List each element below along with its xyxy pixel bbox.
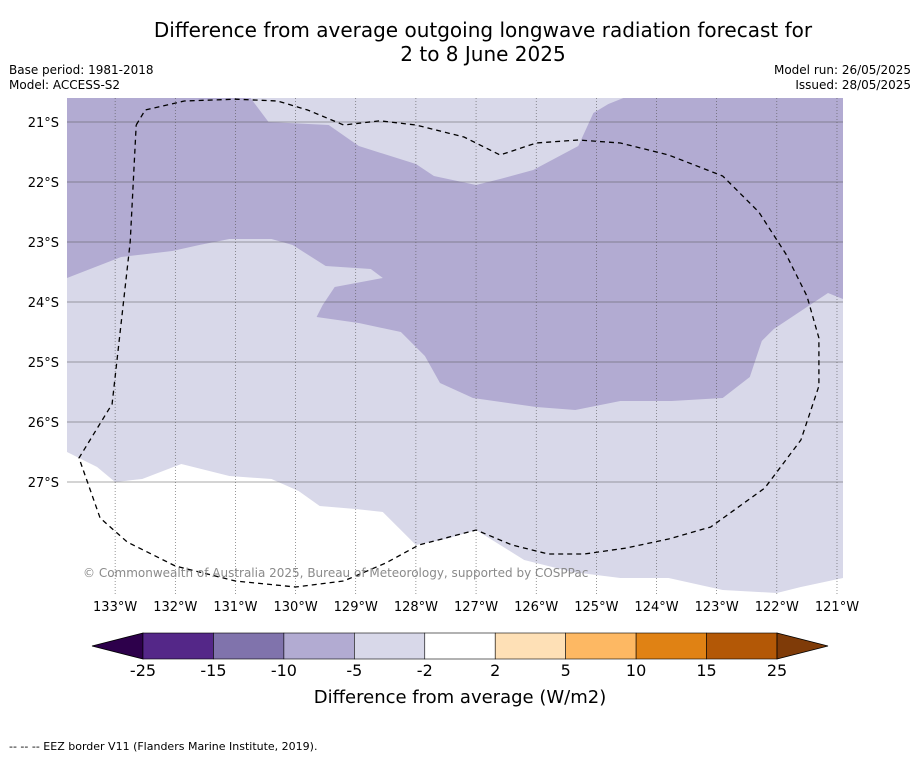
colorbar-tick-label: 5 <box>561 661 571 680</box>
colorbar-segment <box>494 632 566 660</box>
lon-tick-label: 130°W <box>274 600 318 615</box>
lat-tick-label: 27°S <box>28 476 59 491</box>
chart-area: © Commonwealth of Australia 2025, Bureau… <box>28 98 859 708</box>
lat-tick-label: 26°S <box>28 416 59 431</box>
lon-tick-label: 121°W <box>815 600 859 615</box>
model-name-text: Model: ACCESS-S2 <box>9 78 121 92</box>
lon-tick-label: 122°W <box>755 600 799 615</box>
colorbar-tick-label: -10 <box>271 661 297 680</box>
map-layer: © Commonwealth of Australia 2025, Bureau… <box>67 98 843 596</box>
chart-title-line2: 2 to 8 June 2025 <box>400 42 566 66</box>
colorbar-tick-label: -2 <box>417 661 433 680</box>
run-info: Model run: 26/05/2025 Issued: 28/05/2025 <box>774 63 911 93</box>
colorbar-tick-label: 25 <box>767 661 787 680</box>
colorbar-tick-label: -5 <box>346 661 362 680</box>
colorbar-segment <box>565 632 637 660</box>
colorbar-label: Difference from average (W/m2) <box>314 687 606 708</box>
issued-text: Issued: 28/05/2025 <box>795 78 911 92</box>
colorbar-segment <box>635 632 707 660</box>
colorbar-segment <box>706 632 778 660</box>
lon-tick-label: 123°W <box>695 600 739 615</box>
chart-title-line1: Difference from average outgoing longwav… <box>153 18 813 42</box>
lat-tick-label: 23°S <box>28 236 59 251</box>
lon-tick-label: 133°W <box>93 600 137 615</box>
colorbar-segment <box>424 632 496 660</box>
colorbar-segment <box>354 632 426 660</box>
lon-tick-label: 125°W <box>574 600 618 615</box>
colorbar-segment <box>283 632 355 660</box>
lat-tick-label: 25°S <box>28 356 59 371</box>
copyright-text: © Commonwealth of Australia 2025, Bureau… <box>83 566 588 580</box>
model-info: Base period: 1981-2018 Model: ACCESS-S2 <box>9 63 154 93</box>
colorbar-segment <box>213 632 285 660</box>
anomaly-region <box>67 98 843 410</box>
lon-tick-label: 129°W <box>334 600 378 615</box>
lon-tick-label: 128°W <box>394 600 438 615</box>
colorbar-tick-label: 2 <box>490 661 500 680</box>
lon-tick-label: 132°W <box>153 600 197 615</box>
eez-border <box>78 98 820 588</box>
colorbar-tick-label: -15 <box>200 661 226 680</box>
colorbar-tick-label: -25 <box>130 661 156 680</box>
base-period-text: Base period: 1981-2018 <box>9 63 154 77</box>
colorbar-segment <box>142 632 214 660</box>
lon-tick-label: 131°W <box>213 600 257 615</box>
colorbar-extend-max <box>776 632 829 660</box>
lon-tick-label: 126°W <box>514 600 558 615</box>
lat-tick-label: 22°S <box>28 176 59 191</box>
colorbar-extend-min <box>91 632 144 660</box>
lat-tick-label: 21°S <box>28 116 59 131</box>
colorbar-tick-label: 10 <box>626 661 646 680</box>
lat-tick-label: 24°S <box>28 296 59 311</box>
chart-title: Difference from average outgoing longwav… <box>0 18 919 66</box>
lon-tick-label: 124°W <box>634 600 678 615</box>
colorbar-tick-label: 15 <box>696 661 716 680</box>
model-run-text: Model run: 26/05/2025 <box>773 63 911 77</box>
eez-legend-note: -- -- -- EEZ border V11 (Flanders Marine… <box>9 740 318 753</box>
lon-tick-label: 127°W <box>454 600 498 615</box>
